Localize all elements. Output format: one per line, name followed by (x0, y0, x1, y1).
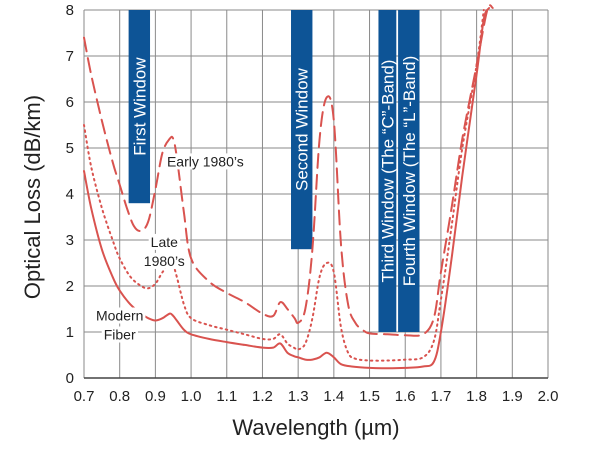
x-tick-label: 1.8 (466, 388, 487, 405)
annotation-backdrop (164, 153, 246, 170)
y-tick-label: 2 (66, 278, 74, 295)
window-band: Third Window (The “C”-Band) (378, 10, 397, 332)
x-tick-label: 1.7 (430, 388, 451, 405)
x-tick-label: 1.0 (181, 388, 202, 405)
window-band-label: First Window (130, 57, 149, 156)
y-tick-label: 0 (66, 370, 74, 387)
window-band-label: Second Window (293, 67, 312, 191)
x-tick-label: 1.4 (323, 388, 344, 405)
y-tick-label: 1 (66, 324, 74, 341)
x-tick-label: 0.9 (145, 388, 166, 405)
y-tick-label: 4 (66, 186, 74, 203)
tick-labels: 0.7 0.8 0.9 1.0 1.1 1.2 1.3 1.4 1.5 1.6 1.7 1.8 1.9 2… (66, 2, 559, 405)
series-line-dotted (83, 9, 485, 362)
transmission-windows: First Window Second Window Third Window (T… (128, 10, 420, 332)
annotation-backdrop (93, 307, 146, 324)
window-band-bar (128, 10, 151, 204)
window-band: First Window (128, 10, 151, 204)
x-tick-label: 0.7 (74, 388, 95, 405)
x-tick-label: 1.3 (288, 388, 309, 405)
annotation-text: Late (151, 234, 178, 250)
annotation-text: Early 1980’s (167, 153, 244, 169)
x-tick-label: 0.8 (109, 388, 130, 405)
x-tick-label: 2.0 (538, 388, 559, 405)
x-tick-label: 1.1 (216, 388, 237, 405)
annotation-text: Fiber (104, 327, 136, 343)
y-tick-label: 8 (66, 2, 74, 19)
curve-annotation: Early 1980’s (164, 153, 246, 170)
annotation-backdrop (101, 326, 138, 343)
curve-annotations: Early 1980’s Late 1980’s Modern Fiber (93, 153, 246, 343)
window-band-bar (398, 10, 420, 332)
window-band-bar (291, 10, 313, 250)
curve-annotation: Modern Fiber (93, 307, 146, 343)
x-tick-label: 1.9 (502, 388, 523, 405)
window-band: Fourth Window (The “L”-Band) (398, 10, 420, 332)
window-band-label: Fourth Window (The “L”-Band) (400, 56, 419, 287)
annotation-backdrop (141, 252, 187, 269)
y-tick-label: 5 (66, 140, 74, 157)
y-tick-label: 6 (66, 94, 74, 111)
x-tick-label: 1.5 (359, 388, 380, 405)
y-axis-title: Optical Loss (dB/km) (20, 95, 45, 299)
annotation-text: Modern (96, 308, 143, 324)
series-line-solid (83, 7, 491, 370)
curve-annotation: Late 1980’s (141, 233, 187, 269)
y-tick-label: 3 (66, 232, 74, 249)
x-tick-label: 1.2 (252, 388, 273, 405)
window-band: Second Window (291, 10, 313, 250)
window-band-bar (378, 10, 397, 332)
x-axis-title: Wavelength (µm) (232, 415, 399, 440)
y-tick-label: 7 (66, 48, 74, 65)
window-band-label: Third Window (The “C”-Band) (378, 60, 397, 283)
annotation-backdrop (148, 233, 181, 250)
x-tick-label: 1.6 (395, 388, 416, 405)
loss-curves (83, 4, 494, 370)
annotation-text: 1980’s (144, 253, 185, 269)
